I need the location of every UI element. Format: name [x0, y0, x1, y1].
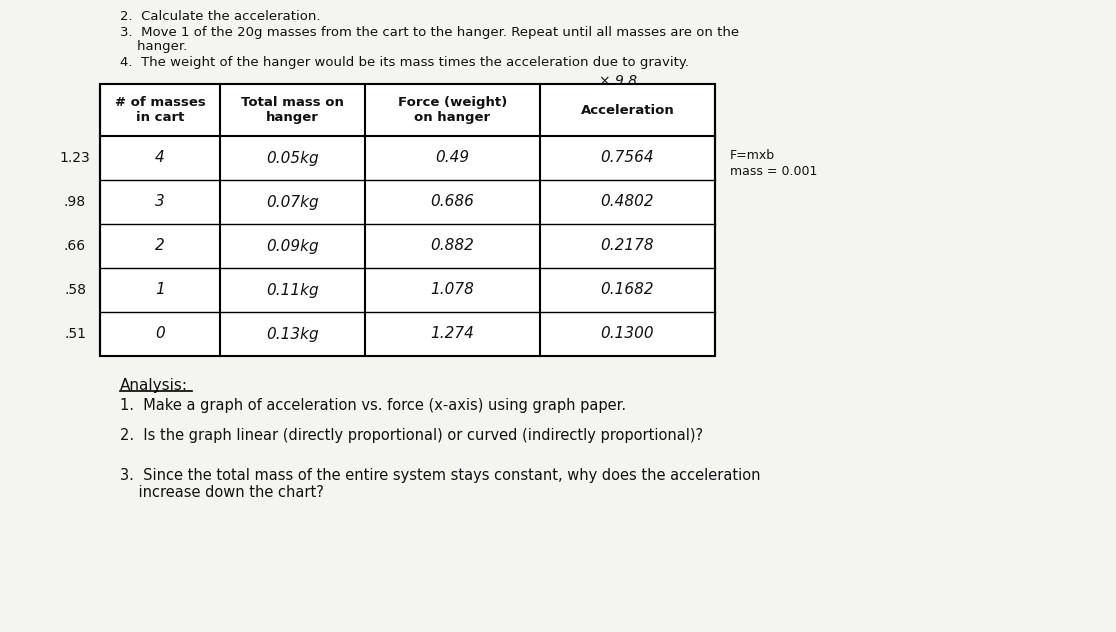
Text: 0.05kg: 0.05kg [267, 150, 319, 166]
Text: Analysis:: Analysis: [121, 378, 187, 393]
Text: × 9.8: × 9.8 [599, 74, 637, 88]
Text: 2.  Is the graph linear (directly proportional) or curved (indirectly proportion: 2. Is the graph linear (directly proport… [121, 428, 703, 443]
Text: 1.274: 1.274 [431, 327, 474, 341]
Text: 0.1682: 0.1682 [600, 283, 654, 298]
Text: 1.078: 1.078 [431, 283, 474, 298]
Text: 0: 0 [155, 327, 165, 341]
Text: 1.  Make a graph of acceleration vs. force (x-axis) using graph paper.: 1. Make a graph of acceleration vs. forc… [121, 398, 626, 413]
Text: 0.1300: 0.1300 [600, 327, 654, 341]
Text: 0.4802: 0.4802 [600, 195, 654, 209]
Text: .98: .98 [64, 195, 86, 209]
Text: 3.  Since the total mass of the entire system stays constant, why does the accel: 3. Since the total mass of the entire sy… [121, 468, 760, 501]
Bar [100, 84, 715, 356]
Text: 0.7564: 0.7564 [600, 150, 654, 166]
Text: Force (weight)
on hanger: Force (weight) on hanger [398, 96, 507, 124]
Text: 1.23: 1.23 [59, 151, 90, 165]
Text: 4: 4 [155, 150, 165, 166]
Text: 0.2178: 0.2178 [600, 238, 654, 253]
Text: 0.11kg: 0.11kg [267, 283, 319, 298]
Text: 3.  Move 1 of the 20g masses from the cart to the hanger. Repeat until all masse: 3. Move 1 of the 20g masses from the car… [121, 26, 739, 39]
Text: # of masses
in cart: # of masses in cart [115, 96, 205, 124]
Text: 2.  Calculate the acceleration.: 2. Calculate the acceleration. [121, 10, 320, 23]
Text: hanger.: hanger. [121, 40, 187, 53]
Text: .66: .66 [64, 239, 86, 253]
Text: Acceleration: Acceleration [580, 104, 674, 116]
Text: Total mass on
hanger: Total mass on hanger [241, 96, 344, 124]
Text: 1: 1 [155, 283, 165, 298]
Text: 4.  The weight of the hanger would be its mass times the acceleration due to gra: 4. The weight of the hanger would be its… [121, 56, 689, 69]
Text: 0.13kg: 0.13kg [267, 327, 319, 341]
Text: F=mxb: F=mxb [730, 149, 776, 162]
Text: 0.882: 0.882 [431, 238, 474, 253]
Text: mass = 0.001: mass = 0.001 [730, 165, 817, 178]
Text: 0.07kg: 0.07kg [267, 195, 319, 209]
Text: 3: 3 [155, 195, 165, 209]
Text: 0.49: 0.49 [435, 150, 470, 166]
Text: 2: 2 [155, 238, 165, 253]
Text: 0.686: 0.686 [431, 195, 474, 209]
Text: .51: .51 [64, 327, 86, 341]
Text: 0.09kg: 0.09kg [267, 238, 319, 253]
Text: .58: .58 [64, 283, 86, 297]
